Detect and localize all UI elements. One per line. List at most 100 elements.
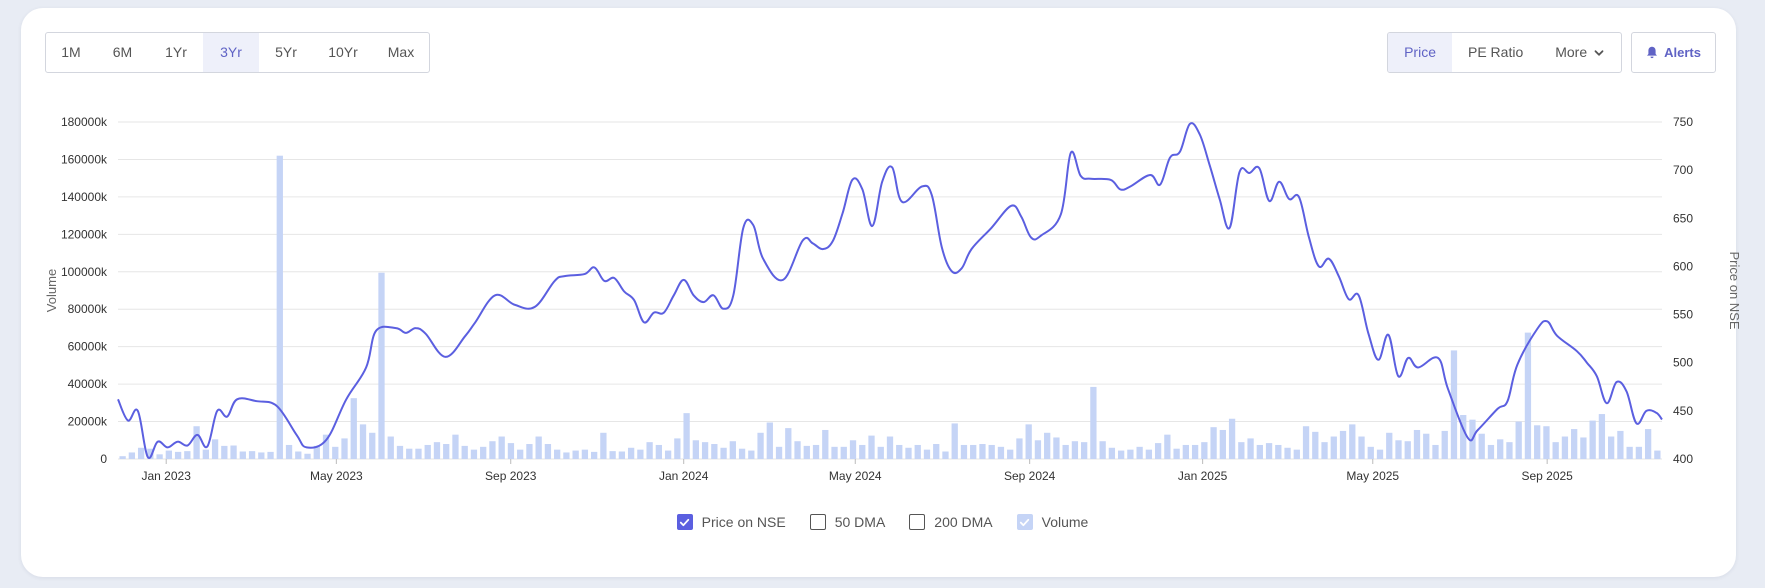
checkbox-volume[interactable] (1016, 514, 1033, 530)
range-1m-button[interactable]: 1M (61, 44, 81, 60)
volume-bar (1025, 424, 1032, 459)
volume-bar (1145, 449, 1153, 459)
legend-200-dma[interactable]: 200 DMA (909, 514, 993, 530)
y-left-tick-label: 180000k (61, 115, 108, 129)
volume-bar (258, 452, 265, 459)
volume-bar (794, 441, 801, 459)
volume-bar (1099, 441, 1106, 459)
volume-bar (637, 449, 644, 459)
more-label: More (1555, 44, 1588, 60)
pe-ratio-button[interactable]: PE Ratio (1467, 44, 1524, 60)
volume-bar (1081, 442, 1088, 459)
legend-label: Price on NSE (701, 514, 786, 530)
volume-bar (285, 444, 293, 459)
volume-bar (359, 424, 367, 459)
volume-bar (1580, 437, 1587, 459)
volume-bar (221, 445, 228, 459)
volume-bar (211, 439, 219, 459)
volume-bar (498, 436, 505, 459)
checkbox-200-dma[interactable] (909, 514, 926, 530)
volume-bar (1136, 446, 1143, 459)
x-tick-label: Jan 2024 (659, 469, 709, 483)
volume-bar (1598, 414, 1606, 459)
volume-bar (1543, 426, 1550, 459)
volume-bar (988, 444, 995, 459)
volume-bar (1423, 433, 1430, 459)
volume-bar (1534, 425, 1541, 459)
more-dropdown[interactable]: More (1539, 33, 1621, 72)
volume-bar (239, 451, 246, 459)
y-right-tick-label: 600 (1673, 259, 1693, 273)
volume-bar (341, 438, 348, 459)
volume-bar (591, 451, 598, 459)
volume-bar (822, 429, 829, 459)
y-left-tick-label: 100000k (61, 265, 108, 279)
alerts-button[interactable]: Alerts (1631, 32, 1716, 73)
volume-bar (1460, 415, 1467, 459)
volume-bar (1265, 443, 1273, 459)
volume-bar (1589, 420, 1596, 459)
volume-bar (581, 449, 589, 459)
volume-bar (1191, 444, 1199, 459)
volume-bar (877, 446, 884, 459)
volume-bar (748, 450, 755, 459)
volume-bar (1330, 436, 1337, 459)
legend-volume[interactable]: Volume (1016, 514, 1089, 530)
volume-bar (960, 444, 968, 459)
volume-bar (1376, 449, 1384, 459)
x-tick-label: Sep 2024 (1004, 469, 1056, 483)
legend-price-on-nse[interactable]: Price on NSE (676, 514, 786, 530)
legend-50-dma[interactable]: 50 DMA (809, 514, 885, 530)
volume-bar (1108, 447, 1116, 459)
volume-bar (618, 451, 626, 459)
checkbox-50-dma[interactable] (809, 514, 826, 530)
volume-bar (202, 449, 209, 459)
volume-bar (535, 436, 542, 459)
volume-bar (674, 438, 681, 459)
volume-bar (896, 444, 903, 459)
volume-bar (378, 272, 385, 459)
volume-bar (267, 451, 274, 459)
volume-bar (433, 442, 441, 459)
volume-bar (1413, 429, 1421, 459)
range-6m-button[interactable]: 6M (112, 44, 133, 60)
volume-bar (1339, 430, 1347, 459)
volume-bar (526, 444, 533, 459)
range-3yr-button[interactable]: 3Yr (203, 33, 259, 72)
y-right-tick-label: 500 (1673, 356, 1693, 370)
volume-bar (470, 449, 478, 459)
volume-bar (868, 435, 875, 459)
volume-bar (1154, 443, 1162, 459)
y-left-tick-label: 140000k (61, 190, 108, 204)
bell-icon (1647, 46, 1658, 59)
volume-bar (766, 422, 773, 459)
checkbox-price-on-nse[interactable] (676, 514, 693, 530)
legend-label: Volume (1041, 514, 1089, 530)
volume-bar (1090, 386, 1097, 459)
y-left-tick-label: 0 (100, 452, 107, 466)
volume-bar (554, 449, 561, 459)
volume-bar (1524, 332, 1532, 459)
volume-bar (831, 446, 838, 459)
volume-bar (1007, 449, 1014, 459)
volume-bar (701, 442, 709, 459)
volume-bar (1644, 429, 1652, 459)
range-1yr-button[interactable]: 1Yr (165, 44, 187, 60)
volume-bar (480, 446, 487, 459)
volume-bar (1487, 444, 1495, 459)
price-button[interactable]: Price (1388, 33, 1452, 72)
volume-bar (128, 452, 136, 459)
range-10yr-button[interactable]: 10Yr (328, 44, 358, 60)
y-right-tick-label: 450 (1673, 404, 1693, 418)
volume-bar (350, 398, 357, 459)
volume-bar (655, 444, 663, 459)
volume-bar (757, 432, 764, 459)
range-5yr-button[interactable]: 5Yr (275, 44, 297, 60)
volume-bar (563, 452, 570, 459)
volume-bar (1404, 441, 1411, 459)
volume-bar (1441, 430, 1448, 459)
volume-bar (692, 440, 699, 459)
range-max-button[interactable]: Max (387, 44, 415, 60)
volume-bar (276, 155, 283, 459)
y-left-tick-label: 20000k (68, 415, 108, 429)
